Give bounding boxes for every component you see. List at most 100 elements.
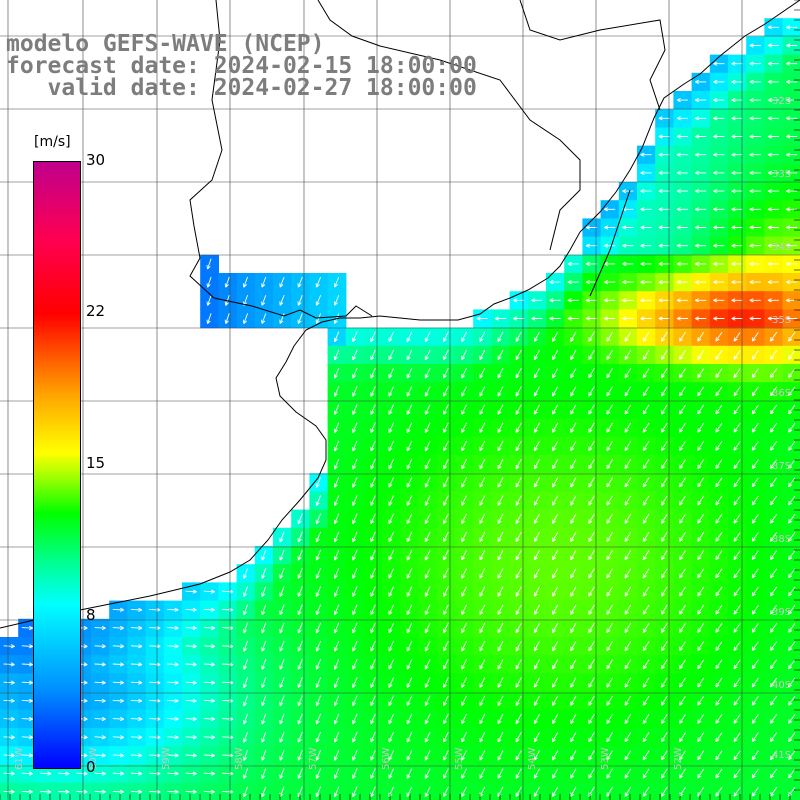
- wind-arrow: [185, 753, 197, 758]
- wind-arrow: [751, 623, 759, 633]
- wind-arrow: [370, 731, 376, 743]
- wind-arrow: [695, 298, 707, 303]
- wind-arrow: [640, 170, 652, 176]
- wind-arrow: [786, 25, 798, 30]
- wind-arrow: [769, 495, 778, 506]
- wind-arrow: [406, 458, 413, 470]
- wind-arrow: [443, 495, 449, 506]
- wind-arrow: [567, 298, 579, 303]
- wind-arrow: [788, 386, 796, 397]
- wind-arrow: [788, 441, 796, 451]
- wind-arrow: [185, 607, 197, 612]
- wind-arrow: [479, 659, 486, 670]
- wind-arrow: [497, 513, 504, 524]
- wind-arrow: [715, 477, 723, 488]
- wind-arrow: [297, 768, 303, 779]
- wind-arrow: [370, 440, 376, 452]
- wind-arrow: [242, 731, 249, 743]
- wind-arrow: [261, 568, 267, 579]
- wind-arrow: [112, 716, 125, 722]
- wind-arrow: [21, 662, 34, 667]
- wind-arrow: [679, 677, 686, 688]
- wind-arrow: [660, 459, 668, 470]
- valid-date: valid date: 2024-02-27 18:00:00: [6, 75, 477, 101]
- wind-arrow: [695, 170, 707, 176]
- wind-speed-cell: [782, 782, 800, 800]
- wind-arrow: [679, 532, 686, 542]
- wind-arrow: [695, 134, 707, 139]
- wind-arrow: [206, 294, 212, 306]
- wind-arrow: [697, 331, 705, 342]
- wind-arrow: [479, 568, 486, 579]
- wind-arrow: [588, 713, 595, 725]
- wind-arrow: [551, 513, 559, 524]
- wind-arrow: [567, 279, 579, 285]
- wind-arrow: [551, 331, 559, 342]
- wind-arrow: [515, 659, 522, 670]
- wind-arrow: [642, 713, 650, 724]
- wind-arrow: [352, 677, 358, 688]
- wind-arrow: [642, 477, 650, 488]
- wind-arrow: [279, 568, 285, 579]
- wind-arrow: [786, 316, 798, 321]
- wind-arrow: [279, 677, 285, 688]
- wind-arrow: [676, 97, 688, 103]
- wind-arrow: [624, 531, 632, 542]
- wind-arrow: [588, 404, 595, 415]
- wind-arrow: [788, 459, 796, 469]
- wind-arrow: [769, 695, 778, 706]
- wind-arrow: [695, 316, 707, 321]
- wind-arrow: [551, 750, 559, 761]
- wind-arrow: [315, 513, 322, 525]
- wind-arrow: [297, 295, 303, 306]
- wind-arrow: [479, 404, 486, 415]
- wind-arrow: [767, 188, 779, 194]
- wind-arrow: [606, 477, 613, 488]
- wind-arrows: [3, 25, 798, 798]
- wind-arrow: [279, 750, 285, 761]
- wind-arrow: [624, 440, 632, 451]
- wind-arrow: [769, 750, 778, 761]
- wind-arrow: [658, 225, 670, 230]
- wind-arrow: [660, 713, 668, 724]
- wind-arrow: [658, 170, 670, 176]
- wind-arrow: [788, 568, 796, 579]
- wind-arrow: [167, 789, 179, 794]
- longitude-labels: 61W 60W 59W 58W 57W 56W 55W 54W 53W 52W: [14, 747, 684, 770]
- wind-arrow: [606, 604, 613, 615]
- wind-arrow: [406, 731, 413, 743]
- wind-arrow: [658, 279, 670, 285]
- wind-arrow: [443, 331, 449, 342]
- wind-arrow: [333, 731, 340, 743]
- wind-arrow: [112, 680, 125, 685]
- wind-arrow: [479, 331, 486, 342]
- wind-arrow: [713, 170, 725, 176]
- wind-arrow: [733, 641, 741, 651]
- wind-arrow: [660, 477, 668, 488]
- wind-arrow: [443, 659, 449, 670]
- wind-arrow: [588, 495, 595, 506]
- wind-arrow: [315, 276, 322, 288]
- wind-arrow: [551, 477, 559, 488]
- wind-arrow: [203, 662, 216, 667]
- wind-arrow: [749, 243, 761, 248]
- wind-arrow: [479, 422, 486, 433]
- wind-arrow: [642, 440, 650, 451]
- wind-arrow: [39, 789, 52, 794]
- wind-arrow: [585, 261, 597, 267]
- wind-arrow: [443, 622, 449, 634]
- wind-arrow: [660, 368, 668, 379]
- wind-arrow: [570, 695, 577, 706]
- wind-arrow: [713, 261, 725, 267]
- wind-arrow: [660, 349, 668, 360]
- wind-arrow: [570, 677, 577, 688]
- wind-arrow: [461, 404, 467, 415]
- wind-arrow: [642, 768, 650, 779]
- wind-arrow: [658, 243, 670, 248]
- wind-arrow: [786, 43, 798, 48]
- wind-arrow: [297, 713, 303, 725]
- wind-arrow: [769, 768, 778, 779]
- wind-arrow: [388, 513, 395, 525]
- wind-arrow: [679, 422, 686, 433]
- wind-arrow: [733, 368, 741, 378]
